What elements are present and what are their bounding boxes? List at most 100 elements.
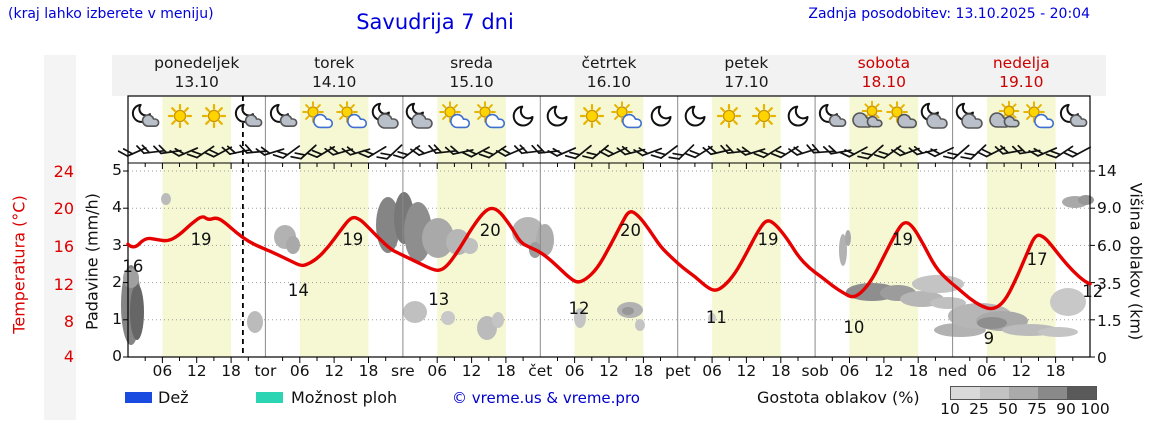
- cloud-axis-title: Višina oblakov (km): [1126, 182, 1146, 341]
- moon-cloudy-icon: [401, 99, 439, 137]
- temp-tick: 12: [53, 275, 74, 294]
- day-header: sobota 18.10: [815, 54, 952, 92]
- time-tick: 18: [1045, 362, 1066, 380]
- cloud-blob: [286, 236, 300, 254]
- cloud-blob: [161, 193, 171, 205]
- temperature-curve: [126, 206, 1092, 311]
- sun-cloud-icon: [332, 99, 370, 137]
- cloud-blob: [845, 230, 851, 246]
- temp-value-label: 19: [190, 230, 212, 250]
- day-band: [162, 97, 232, 357]
- time-tick: 12: [736, 362, 757, 380]
- time-tick: 06: [152, 362, 173, 380]
- cloud-blob: [130, 284, 144, 340]
- density-level: 10: [940, 400, 960, 418]
- sun-icon: [573, 99, 611, 137]
- cloud-blob: [574, 308, 586, 328]
- day-header-band: [112, 55, 1106, 96]
- time-tick: 12: [873, 362, 894, 380]
- sun-icon: [710, 99, 748, 137]
- cloud-sun-icon: [985, 99, 1023, 137]
- day-name: sobota: [857, 54, 911, 72]
- cloud-blob: [403, 301, 427, 323]
- precip-tick: 0: [112, 347, 122, 365]
- day-header: torek 14.10: [265, 54, 402, 92]
- day-header: nedelja 19.10: [953, 54, 1090, 92]
- day-header: četrtek 16.10: [540, 54, 677, 92]
- cloud-density-scale: [950, 386, 1097, 400]
- sun-icon: [745, 99, 783, 137]
- day-name: četrtek: [581, 54, 637, 72]
- moon-icon: [504, 99, 542, 137]
- time-tick: 12: [186, 362, 207, 380]
- cloud-blob: [462, 238, 478, 254]
- cloud-tick: 14: [1097, 162, 1117, 180]
- showers-legend-label: Možnost ploh: [291, 388, 398, 407]
- sun-cloud-icon: [298, 99, 336, 137]
- time-tick: 18: [358, 362, 379, 380]
- sun-graycloud-icon: [882, 99, 920, 137]
- temp-value-label: 19: [892, 230, 914, 250]
- time-tick: 06: [427, 362, 448, 380]
- moon-icon: [642, 99, 680, 137]
- cloud-blob: [492, 312, 504, 328]
- rain-legend-label: Dež: [158, 388, 189, 407]
- cloud-blob: [708, 313, 716, 323]
- moon-cloud-icon: [229, 99, 267, 137]
- density-segment: [1038, 387, 1067, 399]
- sun-cloud-icon: [1019, 99, 1057, 137]
- day-abbr: tor: [254, 362, 277, 380]
- time-tick: 06: [289, 362, 310, 380]
- density-segment: [951, 387, 980, 399]
- day-date: 19.10: [999, 73, 1044, 91]
- day-abbr: čet: [528, 362, 553, 380]
- temp-value-label: 10: [843, 317, 865, 337]
- temp-tick: 16: [53, 237, 74, 256]
- day-date: 17.10: [724, 73, 769, 91]
- time-tick: 18: [908, 362, 929, 380]
- sun-icon: [195, 99, 233, 137]
- cloud-tick: 6.0: [1097, 237, 1122, 255]
- sun-cloud-icon: [607, 99, 645, 137]
- temp-tick: 24: [53, 162, 74, 181]
- temp-value-label: 19: [757, 230, 779, 250]
- precip-tick: 3: [112, 236, 122, 254]
- time-tick: 06: [839, 362, 860, 380]
- moon-cloud-icon: [813, 99, 851, 137]
- moon-cloudy-icon: [916, 99, 954, 137]
- time-tick: 18: [633, 362, 654, 380]
- temp-value-label: 17: [1026, 249, 1048, 269]
- day-name: sreda: [450, 54, 494, 72]
- density-level: 25: [969, 400, 989, 418]
- cloud-blob: [1038, 327, 1078, 337]
- time-tick: 12: [599, 362, 619, 380]
- time-tick: 18: [221, 362, 241, 380]
- cloud-density-label: Gostota oblakov (%): [757, 388, 920, 407]
- showers-legend-swatch: [256, 392, 283, 403]
- time-tick: 12: [461, 362, 482, 380]
- day-date: 15.10: [449, 73, 494, 91]
- temp-value-label: 20: [479, 221, 501, 240]
- day-abbr: pet: [664, 362, 691, 380]
- moon-icon: [676, 99, 714, 137]
- precip-tick: 1: [112, 310, 122, 328]
- last-update-text: Zadnja posodobitev: 13.10.2025 - 20:04: [808, 6, 1090, 22]
- density-segment: [1009, 387, 1038, 399]
- density-segment: [980, 387, 1009, 399]
- day-band: [712, 97, 781, 357]
- time-tick: 06: [977, 362, 997, 380]
- cloud-sun-icon: [848, 99, 886, 137]
- time-tick: 06: [702, 362, 722, 380]
- page-title: Savudrija 7 dni: [356, 10, 514, 34]
- location-hint: (kraj lahko izberete v meniju): [8, 6, 214, 22]
- temp-value-label: 19: [342, 230, 364, 250]
- precip-axis-title: Padavine (mm/h): [82, 193, 102, 330]
- cloud-blob: [977, 317, 1007, 329]
- copyright-link[interactable]: © vreme.us & vreme.pro: [452, 389, 640, 407]
- temp-value-label: 16: [122, 257, 144, 276]
- temp-value-label: 12: [568, 299, 590, 318]
- day-date: 14.10: [311, 73, 357, 91]
- cloud-tick: 9.0: [1097, 199, 1122, 217]
- cloud-blob: [1078, 195, 1094, 205]
